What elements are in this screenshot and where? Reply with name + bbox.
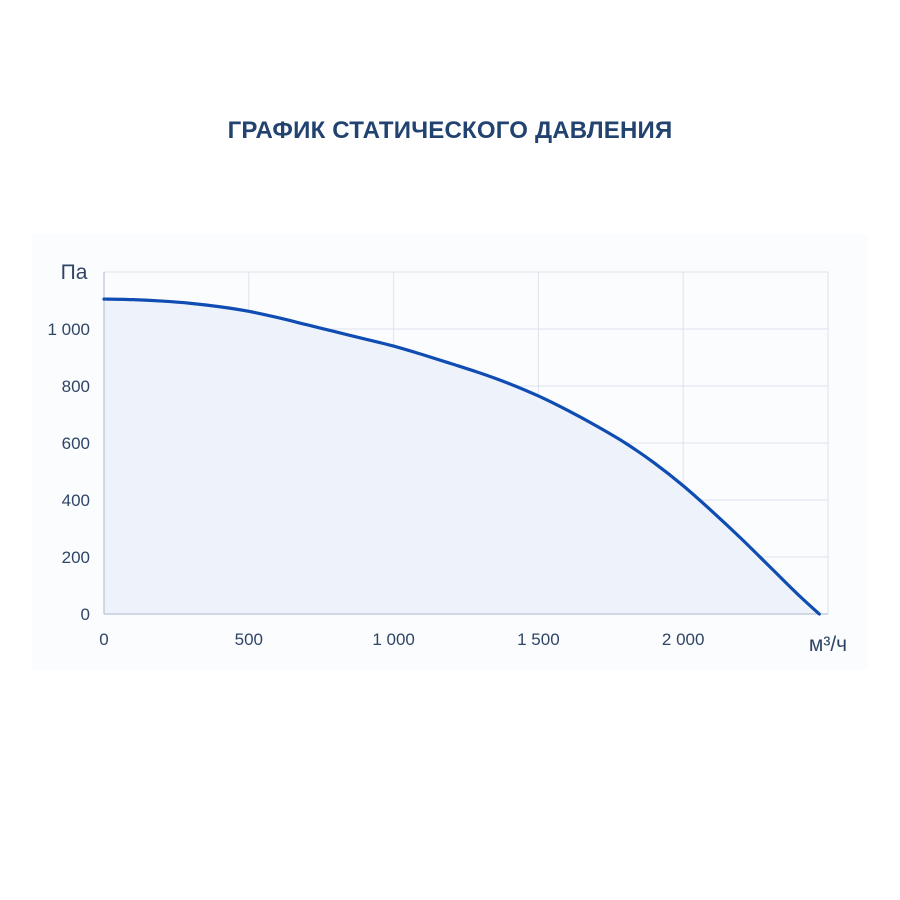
x-tick-label: 500 bbox=[235, 630, 263, 649]
y-tick-label: 0 bbox=[81, 605, 90, 624]
x-tick-label: 0 bbox=[99, 630, 108, 649]
chart-title: ГРАФИК СТАТИЧЕСКОГО ДАВЛЕНИЯ bbox=[227, 117, 673, 144]
y-tick-label: 800 bbox=[62, 377, 90, 396]
x-axis-unit: м³/ч bbox=[809, 633, 847, 656]
x-tick-label: 1 500 bbox=[517, 630, 560, 649]
y-tick-label: 200 bbox=[62, 548, 90, 567]
x-tick-label: 2 000 bbox=[662, 630, 705, 649]
area-fill bbox=[104, 299, 820, 614]
x-tick-label: 1 000 bbox=[372, 630, 415, 649]
y-tick-label: 600 bbox=[62, 434, 90, 453]
axes bbox=[103, 272, 828, 615]
series-line bbox=[102, 297, 821, 616]
y-tick-label: 1 000 bbox=[47, 320, 90, 339]
y-axis-unit: Па bbox=[61, 261, 88, 284]
labels: 0 200 400 600 800 1 000 0 500 1 000 1 500 2 000 Па м… bbox=[47, 261, 847, 656]
y-tick-label: 400 bbox=[62, 491, 90, 510]
area-layer bbox=[104, 299, 820, 614]
line-layer bbox=[102, 297, 821, 616]
